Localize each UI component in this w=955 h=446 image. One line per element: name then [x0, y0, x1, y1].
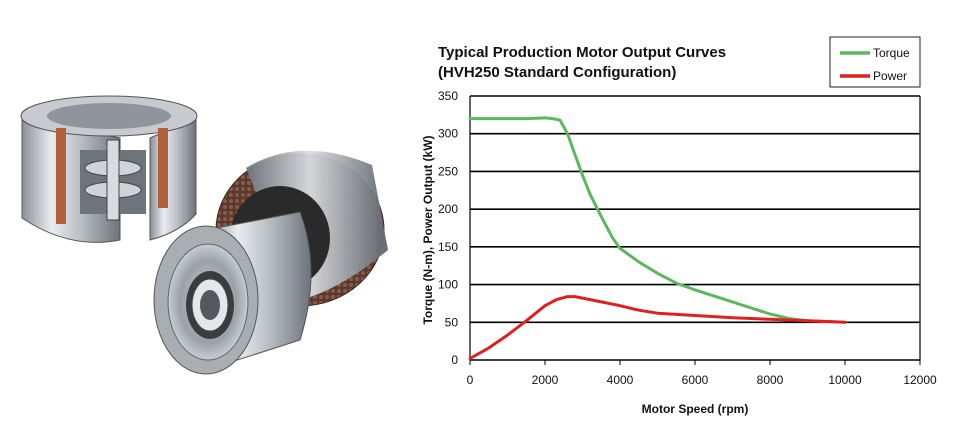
- x-tick-label: 2000: [532, 373, 559, 387]
- output-curves-chart: Typical Production Motor Output Curves (…: [421, 36, 937, 416]
- series-lines: [468, 116, 847, 360]
- x-tick-label: 6000: [682, 373, 709, 387]
- motor-photo: [20, 95, 388, 375]
- x-tick-label: 10000: [828, 373, 862, 387]
- y-tick-label: 200: [438, 202, 458, 216]
- legend-box: [829, 36, 921, 88]
- chart-title-line-2: (HVH250 Standard Configuration): [438, 64, 676, 81]
- x-tick-label: 4000: [607, 373, 634, 387]
- x-tick-label: 8000: [757, 373, 784, 387]
- legend: Torque Power: [829, 36, 921, 88]
- y-tick-label: 350: [438, 89, 458, 103]
- grid: [469, 95, 921, 361]
- y-tick-label: 150: [438, 240, 458, 254]
- series-line-power: [468, 295, 847, 360]
- y-tick-label: 0: [451, 353, 458, 367]
- y-tick-labels: 0 50 100 150 200 250 300 350: [438, 89, 458, 367]
- x-axis-label: Motor Speed (rpm): [642, 402, 749, 416]
- legend-label-power: Power: [873, 69, 907, 83]
- x-tick-labels: 0 2000 4000 6000 8000 10000 12000: [467, 360, 937, 387]
- rotor: [153, 211, 312, 375]
- x-tick-label: 12000: [903, 373, 937, 387]
- y-tick-label: 50: [445, 315, 459, 329]
- cutaway-motor: [20, 95, 198, 243]
- y-axis-label: Torque (N-m), Power Output (kW): [421, 135, 435, 324]
- y-tick-label: 300: [438, 127, 458, 141]
- y-tick-label: 250: [438, 164, 458, 178]
- chart-title-line-1: Typical Production Motor Output Curves: [438, 44, 726, 61]
- series-line-torque: [468, 116, 847, 324]
- x-tick-label: 0: [467, 373, 474, 387]
- legend-label-torque: Torque: [873, 46, 910, 60]
- y-tick-label: 100: [438, 278, 458, 292]
